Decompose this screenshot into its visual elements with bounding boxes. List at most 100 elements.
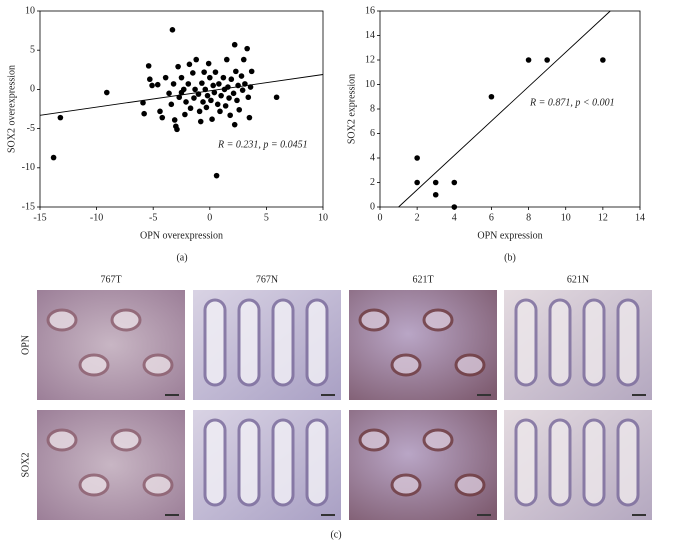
data-point	[234, 97, 240, 104]
data-point	[220, 74, 227, 81]
data-point	[205, 60, 212, 67]
data-point	[245, 94, 252, 101]
trend-line	[398, 10, 611, 208]
data-point	[414, 155, 420, 161]
gland	[616, 298, 640, 387]
data-point	[216, 81, 222, 87]
panel-label: (a)	[176, 252, 187, 263]
data-point	[201, 69, 207, 75]
row-label: OPN	[20, 335, 31, 355]
gland	[110, 308, 142, 332]
x-tick-label: 4	[452, 212, 457, 223]
y-tick-label: 14	[365, 30, 375, 41]
y-tick-label: 0	[370, 201, 375, 212]
gland	[78, 353, 110, 377]
data-point	[171, 117, 178, 123]
data-point	[214, 101, 221, 108]
data-point	[154, 81, 161, 88]
y-tick-label: 10	[25, 5, 35, 16]
data-point	[204, 92, 211, 99]
gland	[78, 473, 110, 497]
x-tick-label: -15	[33, 212, 46, 223]
data-point	[180, 86, 187, 93]
x-tick-label: 0	[207, 212, 212, 223]
data-point	[197, 118, 204, 125]
y-tick-label: -10	[22, 162, 35, 173]
gland	[422, 428, 454, 452]
annotation: R = 0.231, p = 0.0451	[217, 139, 308, 150]
data-point	[202, 86, 209, 93]
data-point	[223, 56, 230, 63]
data-point	[231, 41, 238, 48]
x-axis-label: OPN expression	[477, 230, 542, 241]
data-point	[178, 74, 185, 81]
y-tick-label: 10	[365, 79, 375, 90]
gland	[142, 353, 174, 377]
micrograph	[349, 290, 497, 400]
data-point	[186, 61, 193, 68]
data-point	[190, 70, 196, 76]
data-point	[247, 84, 254, 90]
gland	[548, 418, 572, 507]
data-point	[235, 82, 241, 89]
data-point	[432, 191, 439, 198]
data-point	[236, 106, 243, 113]
gland	[46, 428, 78, 452]
data-point	[600, 57, 606, 63]
gland	[454, 353, 486, 377]
gland	[582, 418, 606, 507]
y-tick-label: -15	[22, 201, 35, 212]
y-tick-label: -5	[27, 123, 35, 134]
data-point	[169, 27, 176, 33]
data-point	[170, 81, 177, 87]
micrograph	[37, 410, 185, 520]
y-axis-label: SOX2 expression	[346, 74, 357, 144]
plot-frame	[379, 10, 641, 208]
data-point	[211, 89, 218, 96]
panel-label: (c)	[330, 529, 341, 540]
data-point	[168, 101, 175, 108]
data-point	[57, 114, 64, 121]
plot-frame	[39, 10, 324, 208]
panel-label: (b)	[504, 252, 516, 263]
micrograph	[37, 290, 185, 400]
data-point	[212, 69, 219, 75]
x-tick-label: 8	[526, 212, 531, 223]
gland	[514, 298, 538, 387]
data-point	[159, 114, 166, 121]
gland	[271, 418, 295, 507]
data-point	[182, 111, 188, 118]
gland	[616, 418, 640, 507]
gland	[110, 428, 142, 452]
data-point	[147, 76, 153, 83]
gland	[582, 298, 606, 387]
data-point	[248, 68, 255, 75]
data-point	[209, 116, 215, 122]
gland	[548, 298, 572, 387]
x-tick-label: 10	[318, 212, 328, 223]
x-tick-label: 14	[635, 212, 645, 223]
data-point	[225, 84, 231, 90]
data-point	[157, 108, 163, 115]
row-label: SOX2	[20, 452, 31, 477]
data-point	[222, 103, 229, 109]
y-tick-label: 8	[370, 103, 375, 114]
data-point	[145, 63, 152, 69]
micrograph	[349, 410, 497, 520]
data-point	[231, 121, 238, 128]
x-tick-label: -5	[149, 212, 157, 223]
x-tick-label: 5	[264, 212, 269, 223]
data-point	[140, 99, 146, 106]
data-point	[230, 90, 237, 97]
data-point	[273, 94, 280, 101]
column-label: 621T	[412, 274, 433, 285]
data-point	[183, 99, 189, 105]
data-point	[451, 204, 458, 210]
data-point	[187, 105, 194, 112]
data-point	[432, 179, 439, 186]
gland	[390, 353, 422, 377]
gland	[454, 473, 486, 497]
data-point	[233, 68, 239, 75]
gland	[422, 308, 454, 332]
